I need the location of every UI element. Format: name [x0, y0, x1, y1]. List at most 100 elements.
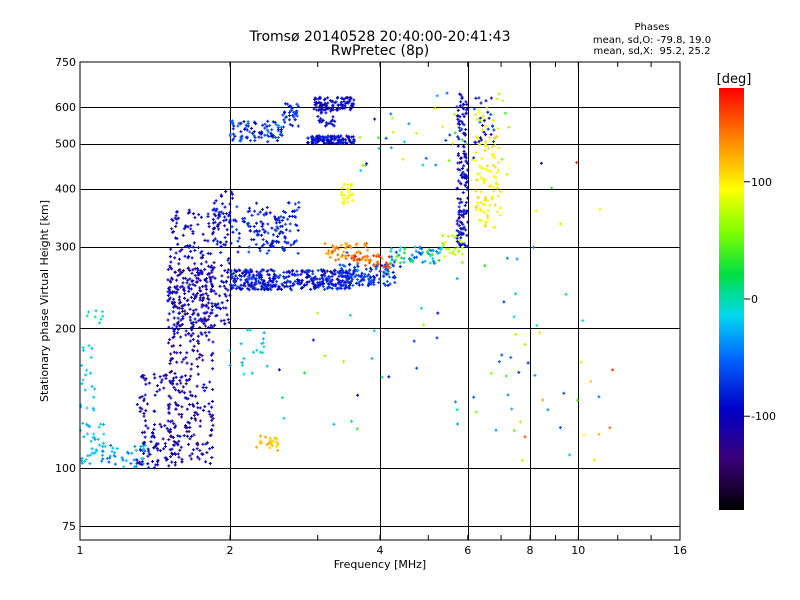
data-point — [196, 334, 200, 338]
data-point — [316, 311, 320, 315]
data-point — [173, 256, 177, 260]
data-point — [339, 283, 343, 287]
data-point — [332, 138, 336, 142]
data-point — [175, 210, 178, 214]
data-point — [207, 338, 211, 342]
data-point — [461, 215, 465, 219]
data-point — [196, 413, 200, 417]
data-point — [356, 268, 360, 272]
data-point — [208, 380, 212, 384]
data-point — [316, 281, 320, 285]
data-point — [444, 138, 448, 142]
data-point — [337, 286, 341, 290]
data-point — [562, 391, 566, 395]
data-point — [257, 131, 261, 135]
data-point — [180, 284, 184, 288]
data-point — [171, 219, 175, 223]
data-point — [187, 332, 191, 336]
data-point — [170, 344, 174, 348]
data-point — [192, 344, 196, 348]
data-point — [444, 247, 448, 251]
data-point — [230, 276, 234, 280]
data-point — [457, 210, 461, 214]
data-point — [270, 444, 274, 447]
data-point — [223, 224, 227, 228]
data-point — [243, 216, 247, 220]
data-point — [177, 306, 181, 310]
data-point — [179, 381, 183, 385]
data-point — [240, 134, 244, 138]
data-point — [575, 161, 579, 164]
data-point — [327, 282, 330, 286]
data-point — [340, 280, 344, 284]
data-point — [284, 284, 288, 288]
data-point — [498, 213, 502, 217]
data-point — [459, 160, 463, 164]
data-point — [184, 329, 188, 333]
data-point — [465, 244, 469, 248]
data-point — [221, 280, 225, 284]
data-point — [261, 222, 265, 226]
data-point — [337, 257, 341, 261]
data-point — [305, 269, 309, 273]
data-point — [234, 279, 238, 282]
data-point — [333, 136, 337, 140]
data-point — [166, 290, 170, 294]
data-point — [391, 130, 395, 134]
data-point — [292, 111, 296, 114]
data-point — [456, 135, 460, 139]
data-point — [367, 279, 371, 283]
data-point — [265, 133, 269, 137]
data-point — [91, 406, 95, 410]
data-point — [323, 242, 327, 246]
data-point — [260, 268, 264, 272]
data-point — [282, 125, 285, 129]
data-point — [168, 255, 172, 259]
data-point — [200, 354, 204, 358]
data-point — [168, 370, 172, 374]
data-point — [433, 261, 437, 265]
data-point — [187, 430, 191, 433]
data-point — [317, 105, 321, 109]
data-point — [204, 324, 207, 328]
data-point — [484, 133, 488, 137]
data-point — [485, 144, 488, 148]
data-point — [180, 389, 184, 393]
data-point — [443, 240, 447, 244]
data-point — [292, 115, 296, 119]
data-point — [249, 285, 253, 289]
data-point — [456, 108, 460, 112]
data-point — [215, 207, 219, 211]
data-point — [463, 184, 467, 188]
data-point — [255, 270, 259, 274]
data-point — [456, 186, 459, 190]
data-point — [201, 292, 205, 296]
data-point — [188, 283, 192, 287]
data-point — [364, 164, 368, 167]
data-point — [325, 123, 329, 127]
data-point — [163, 442, 167, 445]
data-point — [392, 260, 396, 264]
colorbar-label: [deg] — [717, 72, 752, 87]
data-point — [326, 101, 330, 105]
data-point — [271, 439, 275, 443]
data-point — [225, 212, 228, 216]
data-point — [188, 307, 192, 311]
data-point — [348, 282, 352, 286]
data-point — [180, 457, 184, 461]
data-point — [387, 375, 391, 379]
data-point — [394, 258, 397, 262]
data-point — [323, 104, 327, 107]
data-point — [174, 214, 178, 218]
data-point — [246, 275, 250, 279]
data-point — [206, 294, 210, 298]
data-point — [427, 248, 431, 252]
data-point — [459, 104, 463, 108]
data-point — [315, 108, 319, 112]
data-point — [214, 209, 218, 213]
data-point — [461, 170, 465, 174]
data-point — [193, 297, 197, 301]
data-point — [186, 278, 190, 282]
data-point — [167, 438, 171, 442]
data-point — [191, 282, 195, 286]
